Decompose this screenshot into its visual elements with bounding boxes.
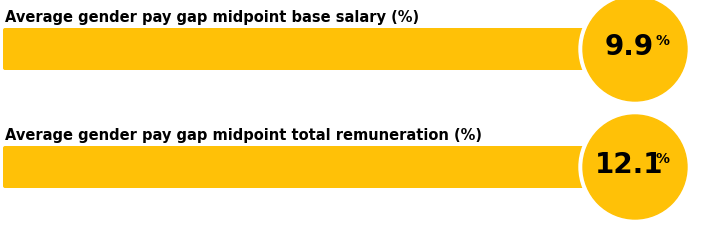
FancyBboxPatch shape: [3, 28, 600, 70]
Circle shape: [583, 115, 687, 219]
Circle shape: [579, 111, 691, 223]
Text: 12.1: 12.1: [595, 151, 663, 179]
Circle shape: [583, 0, 687, 101]
Text: Average gender pay gap midpoint total remuneration (%): Average gender pay gap midpoint total re…: [5, 128, 482, 143]
Text: 9.9: 9.9: [604, 33, 654, 61]
FancyBboxPatch shape: [3, 146, 600, 188]
Text: %: %: [655, 34, 669, 48]
Circle shape: [579, 0, 691, 105]
Text: %: %: [655, 152, 669, 166]
Text: Average gender pay gap midpoint base salary (%): Average gender pay gap midpoint base sal…: [5, 10, 419, 25]
